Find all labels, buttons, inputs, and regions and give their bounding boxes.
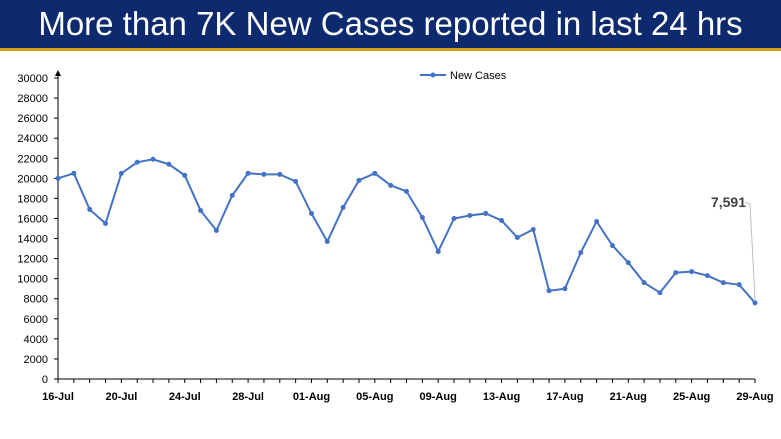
data-point: [277, 171, 283, 177]
x-tick-label: 16-Jul: [42, 391, 74, 403]
data-point: [689, 269, 695, 275]
data-point: [467, 212, 473, 218]
data-point: [578, 250, 584, 256]
y-tick-label: 30000: [17, 73, 48, 85]
data-point: [752, 300, 758, 306]
data-point: [435, 249, 441, 255]
series-new-cases: [55, 156, 758, 306]
y-tick-label: 16000: [17, 213, 48, 225]
data-point: [87, 206, 93, 212]
y-tick-label: 6000: [24, 314, 48, 326]
y-tick-label: 24000: [17, 133, 48, 145]
data-point: [134, 159, 140, 165]
x-tick-label: 25-Aug: [673, 391, 710, 403]
data-point: [530, 227, 536, 233]
x-tick-label: 20-Jul: [105, 391, 137, 403]
x-tick-label: 24-Jul: [169, 391, 201, 403]
data-point: [546, 288, 552, 294]
data-point: [673, 270, 679, 276]
y-tick-label: 18000: [17, 193, 48, 205]
data-point: [166, 161, 172, 167]
data-point: [641, 280, 647, 286]
data-point: [150, 156, 156, 162]
y-tick-label: 12000: [17, 254, 48, 266]
data-point: [118, 170, 124, 176]
data-point: [103, 220, 109, 226]
y-tick-label: 10000: [17, 274, 48, 286]
x-tick-label: 28-Jul: [232, 391, 264, 403]
legend: New Cases: [420, 70, 507, 82]
data-point: [609, 243, 615, 249]
y-tick-label: 22000: [17, 153, 48, 165]
y-axis: 0 2000 4000 6000 8000 10000 12000 14000 16000 180…: [17, 70, 61, 386]
data-point: [213, 228, 219, 234]
data-point: [372, 170, 378, 176]
data-point: [499, 217, 505, 223]
x-tick-label: 21-Aug: [610, 391, 647, 403]
data-point: [562, 286, 568, 292]
data-point: [308, 210, 314, 216]
title-bar: More than 7K New Cases reported in last …: [0, 0, 781, 51]
data-point: [55, 175, 61, 181]
data-point: [451, 215, 457, 221]
x-axis: 16-Jul 20-Jul 24-Jul 28-Jul 01-Aug 05-Aug 09-A…: [42, 378, 774, 403]
x-tick-label: 13-Aug: [483, 391, 520, 403]
legend-marker: [430, 72, 436, 78]
page-title: More than 7K New Cases reported in last …: [38, 5, 743, 42]
data-point: [720, 280, 726, 286]
data-point: [404, 188, 409, 194]
annotation: 7,591: [711, 194, 756, 300]
y-tick-label: 28000: [17, 93, 48, 105]
series-line: [57, 158, 756, 304]
data-point: [388, 182, 394, 188]
x-tick-label: 17-Aug: [546, 391, 583, 403]
data-point: [514, 235, 520, 241]
y-tick-label: 14000: [17, 234, 48, 246]
x-tick-label: 29-Aug: [736, 391, 773, 403]
line-chart: 0 2000 4000 6000 8000 10000 12000 14000 16000 180…: [17, 70, 774, 403]
data-point: [71, 170, 77, 176]
legend-label: New Cases: [450, 70, 507, 82]
data-point: [229, 192, 235, 198]
y-tick-label: 0: [42, 374, 48, 386]
data-point: [340, 204, 346, 210]
y-axis-arrow: [55, 70, 61, 76]
x-tick-label: 01-Aug: [293, 391, 330, 403]
x-tick-label: 09-Aug: [420, 391, 457, 403]
data-point: [704, 273, 710, 279]
data-point: [483, 210, 489, 216]
y-tick-label: 8000: [24, 294, 48, 306]
y-tick-label: 26000: [17, 113, 48, 125]
data-point: [198, 207, 204, 213]
data-point: [356, 177, 362, 183]
data-point: [245, 170, 251, 176]
y-tick-label: 20000: [17, 173, 48, 185]
y-tick-label: 2000: [24, 354, 48, 366]
x-tick-label: 05-Aug: [356, 391, 393, 403]
data-point: [419, 214, 425, 220]
y-tick-label: 4000: [24, 334, 48, 346]
data-point: [182, 172, 188, 178]
data-point: [594, 218, 600, 224]
annotation-label: 7,591: [711, 194, 746, 210]
annotation-leader: [749, 202, 756, 300]
data-point: [324, 239, 330, 245]
data-point: [736, 282, 742, 288]
data-point: [625, 260, 631, 266]
data-point: [657, 290, 663, 296]
data-point: [261, 171, 267, 177]
data-point: [293, 178, 299, 184]
